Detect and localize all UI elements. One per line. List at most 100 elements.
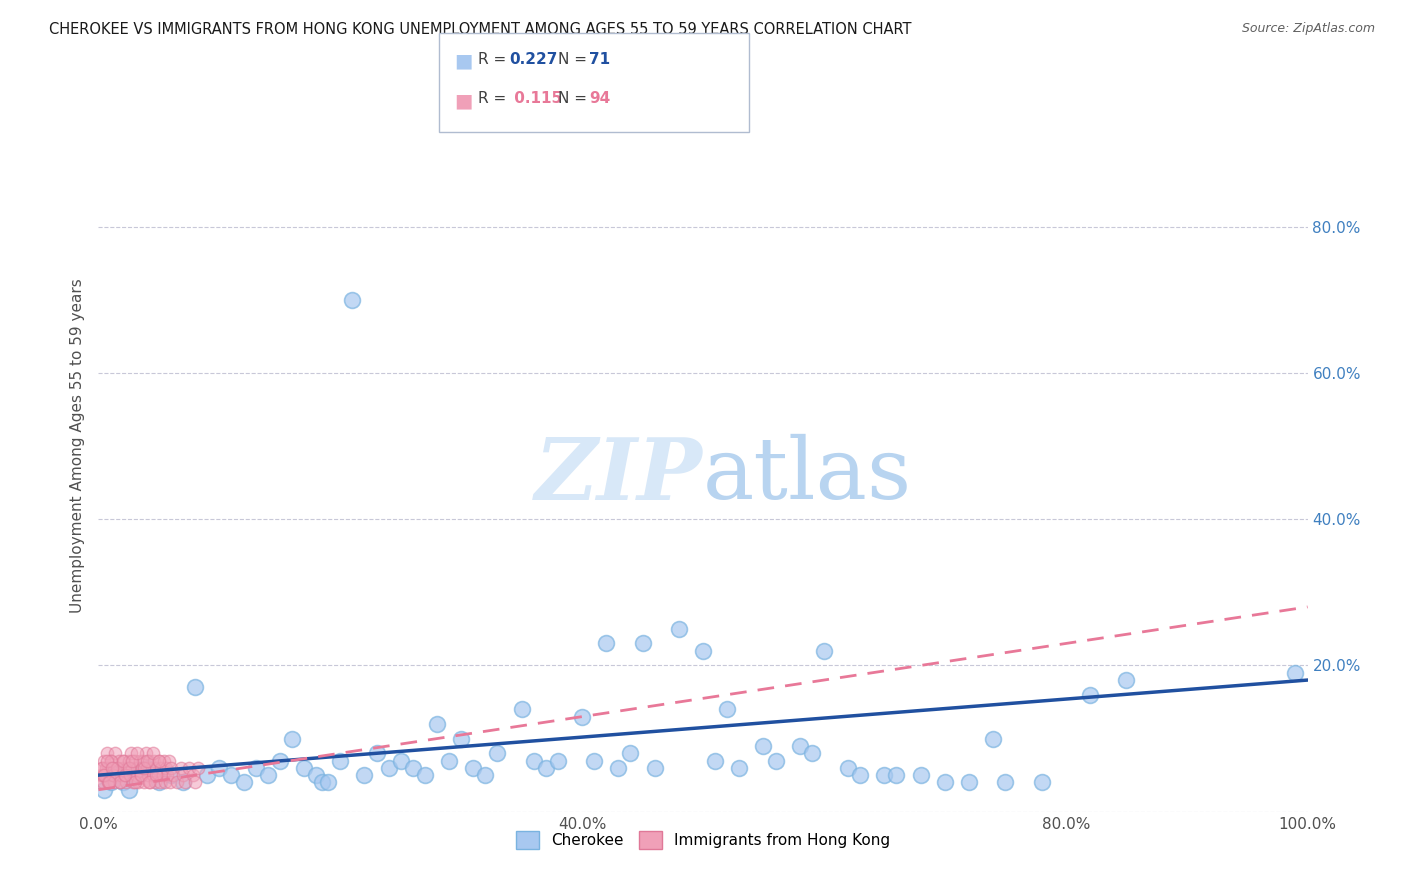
Text: N =: N =: [558, 52, 592, 67]
Point: [195, 768, 218, 782]
Point: [129, 768, 152, 782]
Point: [1115, 673, 1137, 687]
Point: [101, 768, 124, 782]
Point: [136, 768, 159, 782]
Point: [110, 768, 132, 782]
Point: [547, 754, 569, 768]
Point: [121, 761, 143, 775]
Point: [873, 768, 896, 782]
Point: [118, 782, 141, 797]
Point: [534, 761, 557, 775]
Point: [93, 782, 115, 797]
Point: [105, 768, 128, 782]
Point: [114, 768, 136, 782]
Point: [595, 636, 617, 650]
Point: [146, 768, 169, 782]
Point: [179, 761, 201, 775]
Point: [437, 754, 460, 768]
Point: [94, 768, 117, 782]
Point: [150, 761, 173, 775]
Point: [377, 761, 399, 775]
Point: [135, 746, 157, 760]
Point: [127, 761, 149, 775]
Point: [96, 746, 118, 760]
Point: [631, 636, 654, 650]
Point: [100, 775, 122, 789]
Point: [111, 754, 134, 768]
Point: [132, 754, 155, 768]
Point: [114, 768, 136, 782]
Point: [152, 768, 174, 782]
Point: [1284, 665, 1306, 680]
Point: [142, 746, 165, 760]
Point: [510, 702, 533, 716]
Point: [124, 775, 146, 789]
Point: [221, 768, 243, 782]
Point: [269, 754, 291, 768]
Point: [366, 746, 388, 760]
Point: [124, 754, 146, 768]
Point: [100, 754, 122, 768]
Point: [166, 775, 188, 789]
Point: [142, 768, 165, 782]
Text: ■: ■: [454, 52, 472, 70]
Point: [143, 754, 166, 768]
Text: atlas: atlas: [703, 434, 912, 516]
Point: [107, 761, 129, 775]
Point: [131, 761, 153, 775]
Point: [100, 768, 122, 782]
Point: [583, 754, 606, 768]
Point: [100, 761, 122, 775]
Point: [159, 775, 181, 789]
Point: [145, 761, 167, 775]
Point: [716, 702, 738, 716]
Point: [111, 775, 134, 789]
Point: [108, 775, 131, 789]
Text: Source: ZipAtlas.com: Source: ZipAtlas.com: [1241, 22, 1375, 36]
Point: [93, 768, 115, 782]
Point: [607, 761, 630, 775]
Point: [1031, 775, 1053, 789]
Point: [619, 746, 641, 760]
Point: [342, 293, 364, 307]
Point: [208, 761, 231, 775]
Point: [91, 761, 114, 775]
Point: [160, 768, 183, 782]
Point: [184, 775, 207, 789]
Point: [169, 761, 191, 775]
Point: [141, 761, 163, 775]
Point: [90, 768, 112, 782]
Point: [162, 768, 184, 782]
Point: [886, 768, 908, 782]
Point: [97, 761, 120, 775]
Point: [571, 709, 593, 723]
Text: 0.115: 0.115: [509, 91, 562, 106]
Point: [104, 746, 127, 760]
Point: [120, 746, 142, 760]
Point: [97, 775, 120, 789]
Point: [148, 754, 170, 768]
Point: [256, 768, 278, 782]
Point: [134, 761, 156, 775]
Point: [148, 754, 170, 768]
Point: [389, 754, 412, 768]
Point: [426, 717, 449, 731]
Point: [305, 768, 328, 782]
Point: [450, 731, 472, 746]
Point: [89, 775, 111, 789]
Point: [292, 761, 315, 775]
Point: [122, 775, 145, 789]
Point: [174, 775, 197, 789]
Text: 94: 94: [589, 91, 610, 106]
Point: [752, 739, 775, 753]
Point: [135, 754, 157, 768]
Point: [148, 775, 170, 789]
Point: [813, 644, 835, 658]
Point: [139, 775, 162, 789]
Text: ZIP: ZIP: [536, 434, 703, 517]
Point: [187, 761, 209, 775]
Point: [108, 754, 131, 768]
Text: R =: R =: [478, 52, 512, 67]
Point: [138, 754, 160, 768]
Point: [172, 775, 194, 789]
